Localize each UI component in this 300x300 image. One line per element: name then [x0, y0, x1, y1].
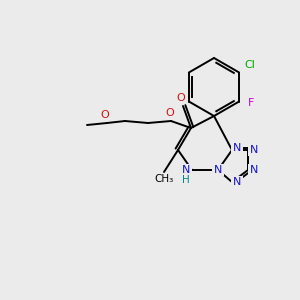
Text: F: F [248, 98, 254, 107]
Text: N: N [233, 143, 241, 153]
Text: N: N [182, 165, 190, 175]
Text: N: N [233, 177, 241, 187]
Text: Cl: Cl [245, 61, 256, 70]
Text: CH₃: CH₃ [154, 174, 174, 184]
Text: O: O [177, 93, 185, 103]
Text: N: N [250, 165, 258, 175]
Text: N: N [250, 145, 258, 155]
Text: N: N [214, 165, 222, 175]
Text: H: H [182, 175, 190, 185]
Text: O: O [166, 108, 174, 118]
Text: O: O [100, 110, 109, 120]
